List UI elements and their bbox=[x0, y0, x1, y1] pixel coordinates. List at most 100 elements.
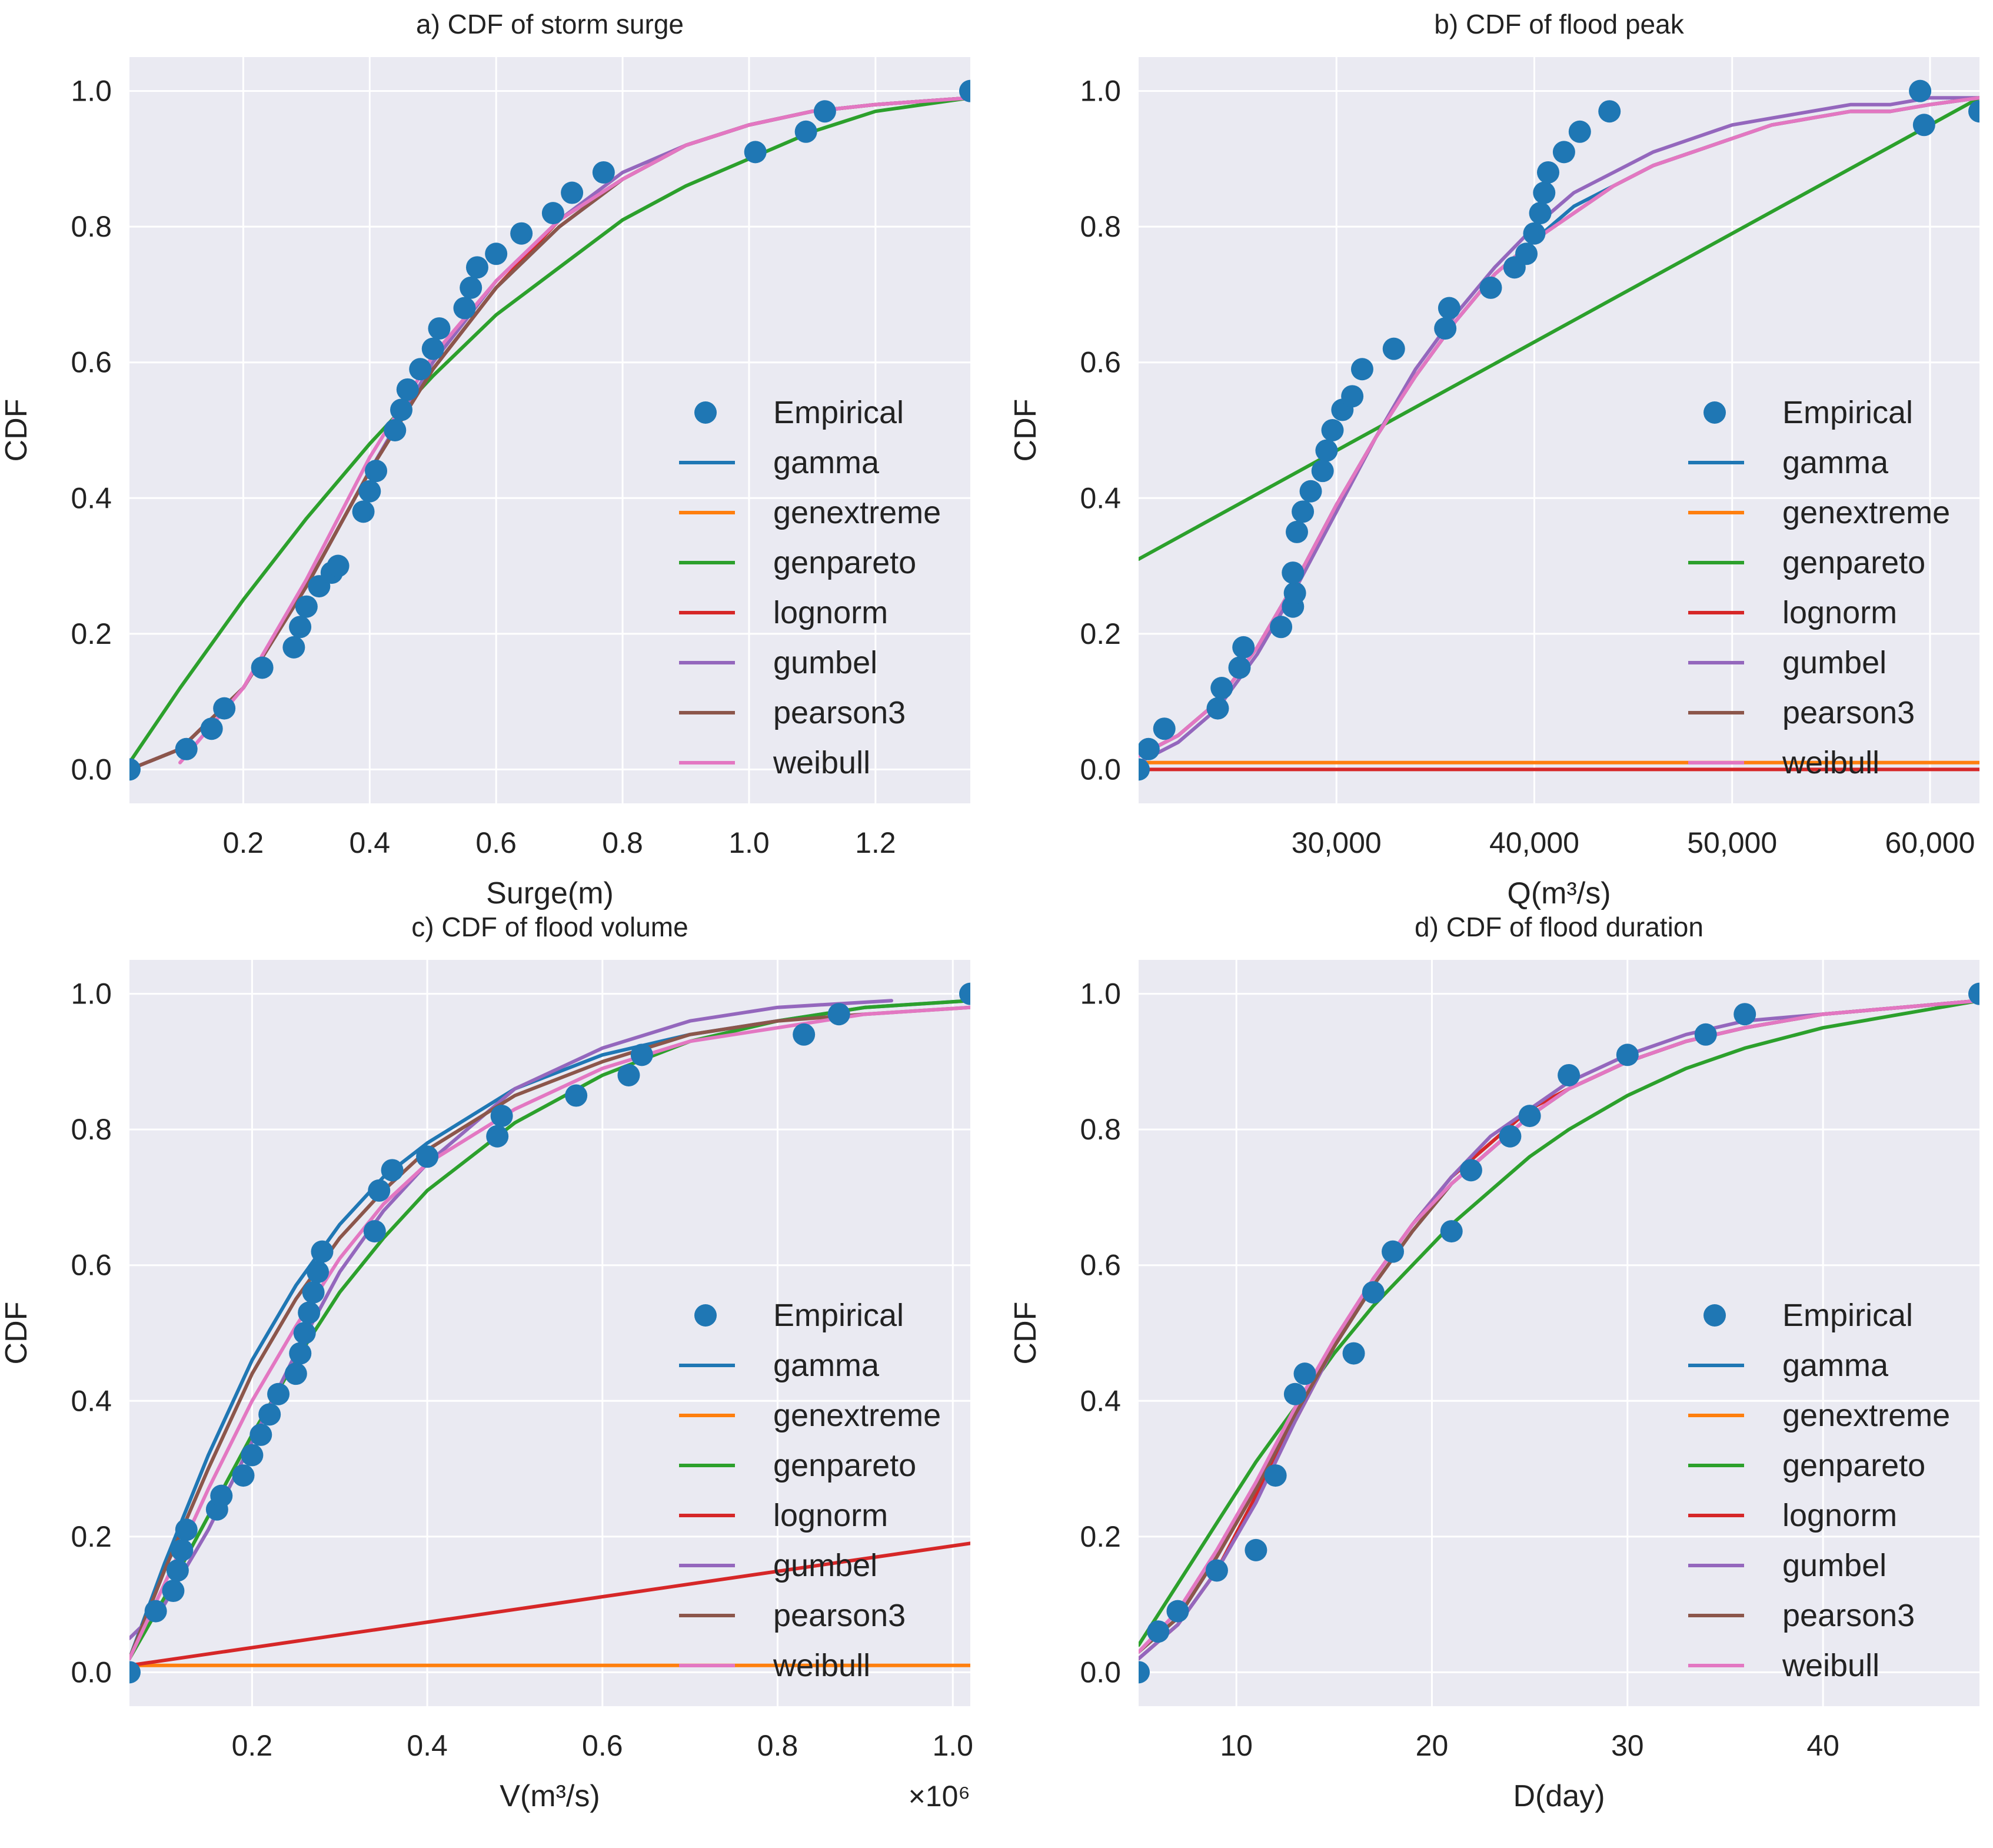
empirical-point bbox=[295, 595, 318, 618]
empirical-point bbox=[1245, 1538, 1267, 1561]
legend: Empirical gamma genextreme genpareto lognorm… bbox=[679, 1298, 941, 1683]
empirical-point bbox=[453, 297, 476, 320]
y-axis-label: CDF bbox=[0, 1302, 34, 1365]
x-tick-label: 0.4 bbox=[407, 1729, 448, 1762]
legend-label: pearson3 bbox=[1782, 695, 1915, 730]
empirical-point bbox=[1440, 1220, 1463, 1243]
x-tick-label: 10 bbox=[1220, 1729, 1253, 1762]
empirical-point bbox=[1523, 222, 1546, 245]
y-tick-label: 0.6 bbox=[71, 346, 112, 379]
series-lines bbox=[129, 999, 970, 1667]
chart-title: d) CDF of flood duration bbox=[1415, 912, 1703, 942]
empirical-point bbox=[1264, 1464, 1287, 1487]
empirical-point bbox=[298, 1301, 321, 1324]
empirical-point bbox=[1147, 1620, 1170, 1643]
legend-label: Empirical bbox=[1782, 395, 1913, 430]
series-line-genpareto bbox=[1139, 999, 1979, 1647]
y-tick-label: 0.0 bbox=[1080, 753, 1121, 786]
empirical-point bbox=[1315, 439, 1338, 462]
empirical-point bbox=[959, 982, 970, 1005]
x-tick-label: 50,000 bbox=[1687, 826, 1777, 859]
legend-label: weibull bbox=[773, 1648, 870, 1683]
series-lines bbox=[1139, 96, 1979, 772]
legend-label: pearson3 bbox=[773, 695, 906, 730]
empirical-point bbox=[390, 398, 413, 421]
legend-label: genextreme bbox=[773, 1398, 941, 1433]
legend-label: lognorm bbox=[773, 595, 888, 630]
chart-title: b) CDF of flood peak bbox=[1434, 9, 1684, 39]
y-tick-label: 0.2 bbox=[71, 1520, 112, 1553]
empirical-point bbox=[171, 1538, 194, 1561]
empirical-point bbox=[1479, 276, 1502, 299]
empirical-point bbox=[232, 1464, 255, 1487]
empirical-points bbox=[129, 982, 970, 1684]
y-tick-label: 0.6 bbox=[71, 1249, 112, 1282]
legend: Empirical gamma genextreme genpareto lognorm… bbox=[1688, 1298, 1950, 1683]
empirical-point bbox=[794, 120, 817, 143]
y-tick-label: 0.8 bbox=[71, 1113, 112, 1146]
empirical-point bbox=[1734, 1003, 1756, 1026]
empirical-point bbox=[1166, 1600, 1189, 1623]
y-tick-label: 0.8 bbox=[71, 210, 112, 243]
empirical-point bbox=[460, 276, 483, 299]
empirical-point bbox=[129, 758, 141, 781]
x-tick-label: 0.8 bbox=[757, 1729, 798, 1762]
y-tick-label: 0.0 bbox=[71, 753, 112, 786]
legend-label: genpareto bbox=[773, 545, 916, 580]
empirical-point bbox=[1139, 1661, 1150, 1684]
empirical-point bbox=[1968, 982, 1979, 1005]
empirical-point bbox=[384, 419, 407, 441]
empirical-point bbox=[1311, 460, 1334, 483]
empirical-point bbox=[1342, 1342, 1365, 1365]
chart-panel-2: 30,000 40,000 50,000 60,000 0.0 0.2 0.4 0.6 0.8 1… bbox=[1009, 9, 1979, 910]
legend-label: weibull bbox=[773, 745, 870, 780]
empirical-point bbox=[175, 1518, 198, 1541]
empirical-point bbox=[1285, 520, 1308, 543]
legend-marker-empirical bbox=[694, 401, 717, 424]
empirical-point bbox=[381, 1159, 404, 1182]
empirical-point bbox=[1499, 1125, 1522, 1148]
legend-label: gumbel bbox=[1782, 1548, 1886, 1583]
x-axis-label: D(day) bbox=[1513, 1779, 1605, 1813]
legend-label: genpareto bbox=[773, 1448, 916, 1483]
empirical-point bbox=[1558, 1063, 1581, 1086]
empirical-point bbox=[1694, 1023, 1717, 1046]
empirical-point bbox=[307, 1261, 330, 1284]
empirical-point bbox=[1616, 1043, 1639, 1066]
empirical-point bbox=[428, 317, 451, 340]
x-tick-label: 1.0 bbox=[728, 826, 770, 859]
legend-marker-empirical bbox=[694, 1304, 717, 1327]
empirical-point bbox=[1228, 656, 1251, 679]
empirical-point bbox=[368, 1179, 391, 1202]
chart-title: a) CDF of storm surge bbox=[416, 9, 684, 39]
empirical-point bbox=[813, 100, 836, 123]
empirical-point bbox=[249, 1423, 272, 1446]
legend-label: genextreme bbox=[1782, 1398, 1950, 1433]
empirical-point bbox=[1321, 419, 1344, 441]
series-line-weibull bbox=[1139, 96, 1979, 758]
series-line-weibull bbox=[129, 1005, 970, 1661]
y-tick-label: 0.6 bbox=[1080, 346, 1121, 379]
y-tick-label: 1.0 bbox=[71, 75, 112, 108]
empirical-points bbox=[129, 79, 970, 781]
legend-label: Empirical bbox=[773, 1298, 904, 1333]
empirical-point bbox=[1153, 717, 1176, 740]
empirical-point bbox=[311, 1240, 334, 1263]
legend-label: gamma bbox=[1782, 445, 1889, 480]
empirical-point bbox=[358, 480, 381, 503]
empirical-point bbox=[416, 1145, 439, 1168]
legend-label: gamma bbox=[773, 1348, 880, 1383]
empirical-point bbox=[251, 656, 274, 679]
empirical-point bbox=[129, 1661, 141, 1684]
legend-marker-empirical bbox=[1703, 1304, 1726, 1327]
plot-area bbox=[1139, 57, 1979, 803]
empirical-point bbox=[485, 242, 508, 265]
legend-label: weibull bbox=[1782, 745, 1879, 780]
empirical-point bbox=[1283, 1382, 1306, 1405]
legend-label: gamma bbox=[1782, 1348, 1889, 1383]
empirical-point bbox=[1598, 100, 1621, 123]
empirical-point bbox=[959, 79, 970, 102]
legend-label: gumbel bbox=[773, 645, 877, 680]
empirical-point bbox=[175, 737, 198, 760]
